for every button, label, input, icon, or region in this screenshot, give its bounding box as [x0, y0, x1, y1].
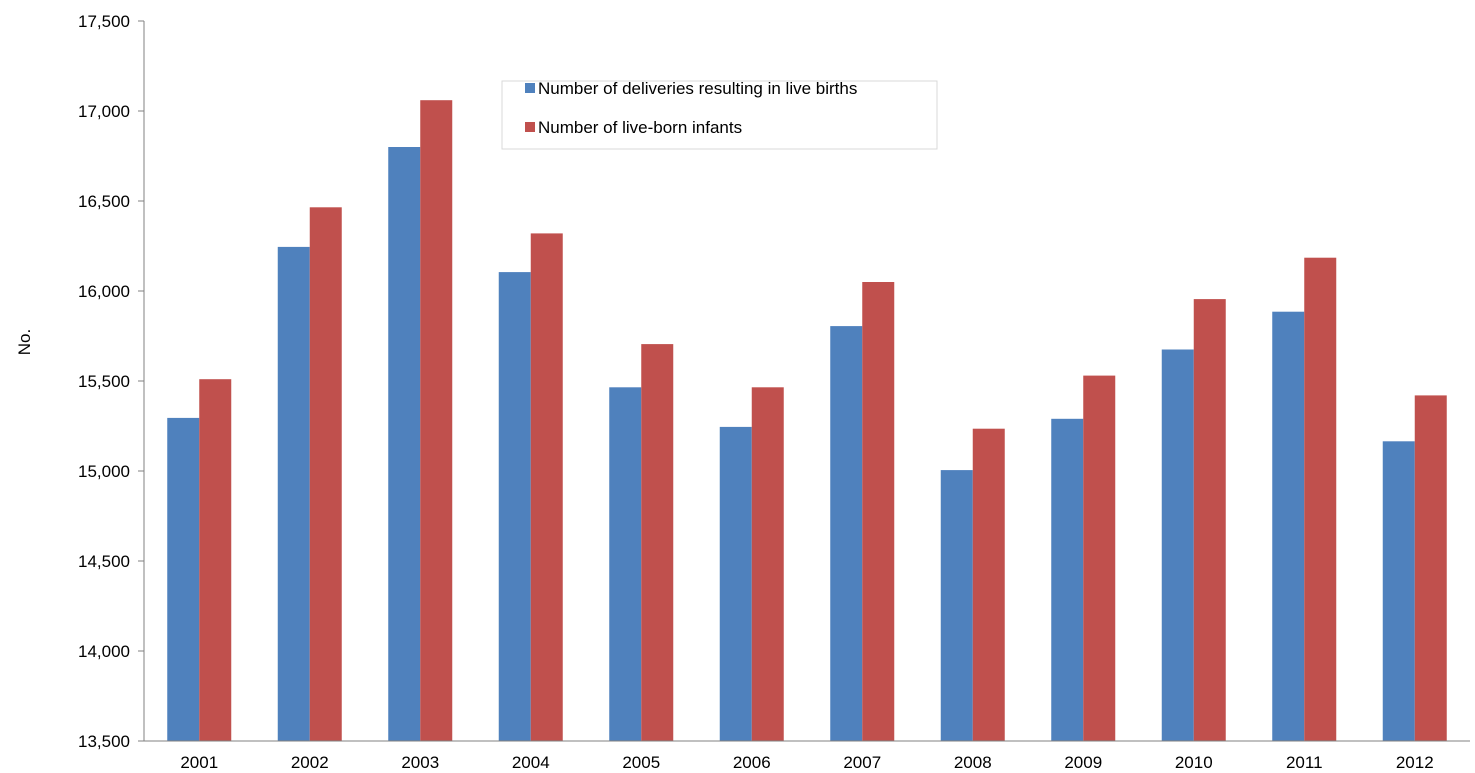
x-tick-label: 2002: [291, 753, 329, 772]
legend-box: [501, 80, 938, 150]
x-tick-label: 2010: [1175, 753, 1213, 772]
legend-label-deliveries: Number of deliveries resulting in live b…: [538, 79, 857, 98]
x-tick-label: 2012: [1396, 753, 1434, 772]
bar-deliveries-2010: [1161, 349, 1194, 741]
axes: [143, 21, 1470, 742]
y-tick-label: 14,500: [78, 552, 130, 571]
x-tick-label: 2004: [512, 753, 550, 772]
y-tick-label: 15,500: [78, 372, 130, 391]
bar-infants-2003: [420, 100, 453, 741]
x-tick-label: 2009: [1064, 753, 1102, 772]
bar-deliveries-2008: [940, 470, 973, 741]
y-tick-label: 16,500: [78, 192, 130, 211]
y-axis-ticks: 13,500 14,000 14,500 15,000 15,500 16,000 16,5…: [78, 12, 144, 751]
y-tick-label: 17,500: [78, 12, 130, 31]
y-tick-label: 13,500: [78, 732, 130, 751]
x-tick-label: 2006: [733, 753, 771, 772]
bar-infants-2005: [641, 344, 674, 741]
y-axis-title: No.: [15, 329, 34, 355]
bar-deliveries-2006: [719, 426, 752, 741]
bar-deliveries-2002: [277, 246, 310, 741]
bar-deliveries-2005: [609, 387, 642, 741]
bar-infants-2012: [1414, 395, 1447, 741]
bar-deliveries-2001: [167, 417, 200, 741]
bar-infants-2004: [530, 233, 563, 741]
bar-deliveries-2007: [830, 326, 863, 741]
x-tick-label: 2007: [843, 753, 881, 772]
bar-deliveries-2004: [498, 272, 531, 741]
bar-infants-2006: [751, 387, 784, 741]
bar-infants-2008: [972, 428, 1005, 741]
legend: Number of deliveries resulting in live b…: [501, 79, 938, 150]
bar-infants-2002: [309, 207, 342, 742]
y-tick-label: 15,000: [78, 462, 130, 481]
bar-infants-2001: [199, 379, 232, 741]
x-axis-labels: 2001 2002 2003 2004 2005 2006 2007 2008 2009 2010…: [180, 753, 1433, 772]
bars: [167, 100, 1447, 742]
bar-infants-2009: [1083, 375, 1116, 741]
x-tick-label: 2001: [180, 753, 218, 772]
bar-infants-2010: [1193, 299, 1226, 741]
bar-infants-2011: [1304, 257, 1337, 741]
x-tick-label: 2011: [1286, 753, 1323, 772]
legend-label-infants: Number of live-born infants: [538, 118, 742, 137]
legend-swatch-infants: [525, 122, 535, 132]
bar-infants-2007: [862, 282, 895, 741]
bar-deliveries-2003: [388, 147, 421, 741]
bar-deliveries-2011: [1272, 311, 1305, 741]
bar-deliveries-2012: [1382, 441, 1415, 741]
y-tick-label: 14,000: [78, 642, 130, 661]
y-tick-label: 16,000: [78, 282, 130, 301]
y-tick-label: 17,000: [78, 102, 130, 121]
x-tick-label: 2008: [954, 753, 992, 772]
x-tick-label: 2005: [622, 753, 660, 772]
x-tick-label: 2003: [401, 753, 439, 772]
bar-deliveries-2009: [1051, 418, 1084, 741]
legend-swatch-deliveries: [525, 83, 535, 93]
